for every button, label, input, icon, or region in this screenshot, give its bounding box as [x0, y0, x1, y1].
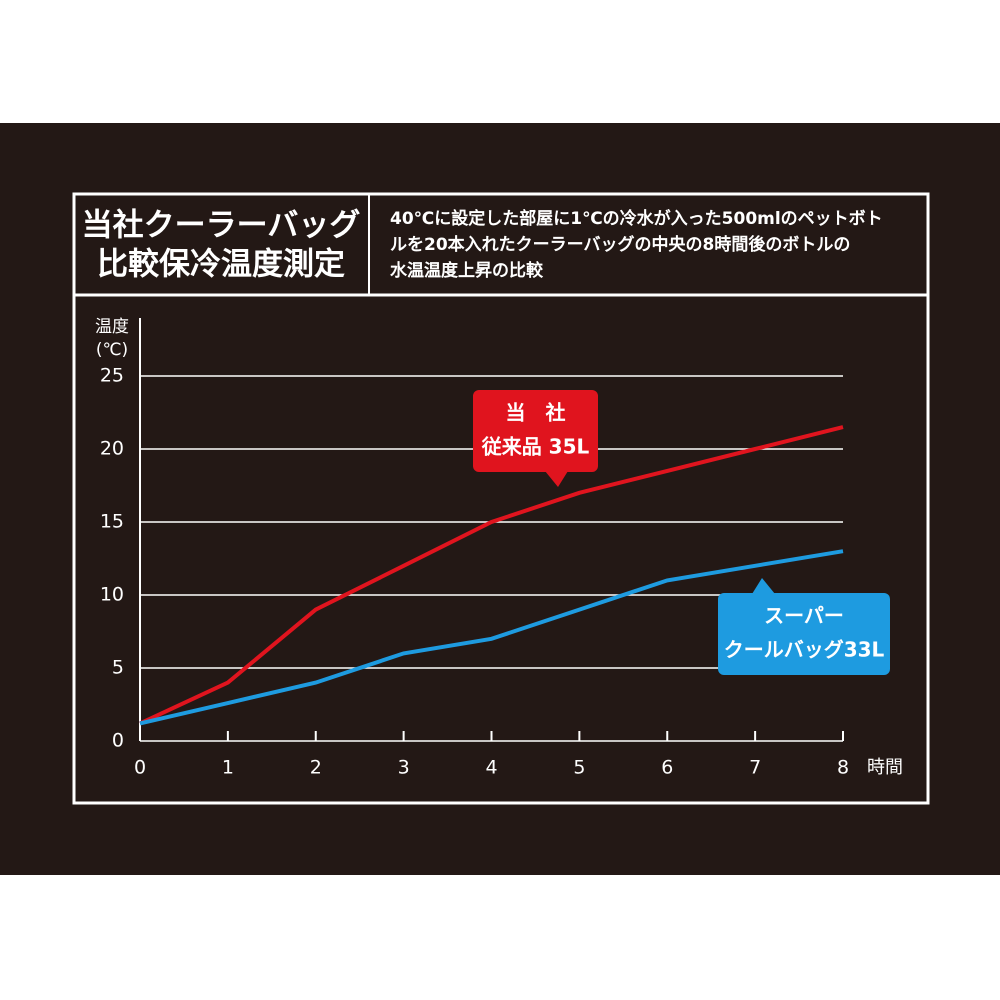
x-tick-label: 0: [134, 757, 146, 779]
y-tick-label: 10: [100, 584, 124, 606]
x-tick-label: 8: [837, 757, 849, 779]
y-axis-label: 温度: [95, 317, 129, 337]
callout-pointer: [545, 471, 568, 487]
x-tick-label: 5: [573, 757, 585, 779]
x-tick-label: 4: [485, 757, 497, 779]
description: ルを20本入れたクーラーバッグの中央の8時間後のボトルの: [390, 234, 850, 255]
y-axis-label: (℃): [96, 340, 128, 360]
y-tick-label: 25: [100, 365, 124, 387]
y-tick-label: 15: [100, 511, 124, 533]
y-tick-label: 20: [100, 438, 124, 460]
chart-title: 当社クーラーバッグ: [82, 208, 361, 244]
x-tick-label: 1: [222, 757, 234, 779]
data-line: [139, 549, 844, 726]
y-tick-label: 0: [112, 730, 124, 752]
series-label: クールバッグ33L: [724, 638, 885, 662]
callout-pointer: [752, 578, 775, 594]
data-line: [139, 425, 844, 726]
description: 40℃に設定した部屋に1℃の冷水が入った500mlのペットボト: [390, 208, 883, 229]
y-tick-label: 5: [112, 657, 124, 679]
callout: [718, 593, 890, 675]
chart-title: 比較保冷温度測定: [97, 247, 345, 283]
x-tick-label: 6: [661, 757, 673, 779]
x-axis-label: 時間: [867, 757, 903, 778]
description: 水温温度上昇の比較: [390, 260, 544, 281]
x-tick-label: 7: [749, 757, 761, 779]
series-label: 当 社: [506, 401, 566, 425]
x-tick-label: 3: [398, 757, 410, 779]
background: [0, 123, 1000, 875]
x-tick-label: 2: [310, 757, 322, 779]
series-label: 従来品 35L: [481, 435, 590, 459]
frame: [72, 192, 930, 805]
callout: [473, 390, 598, 472]
series-label: スーパー: [764, 604, 844, 628]
